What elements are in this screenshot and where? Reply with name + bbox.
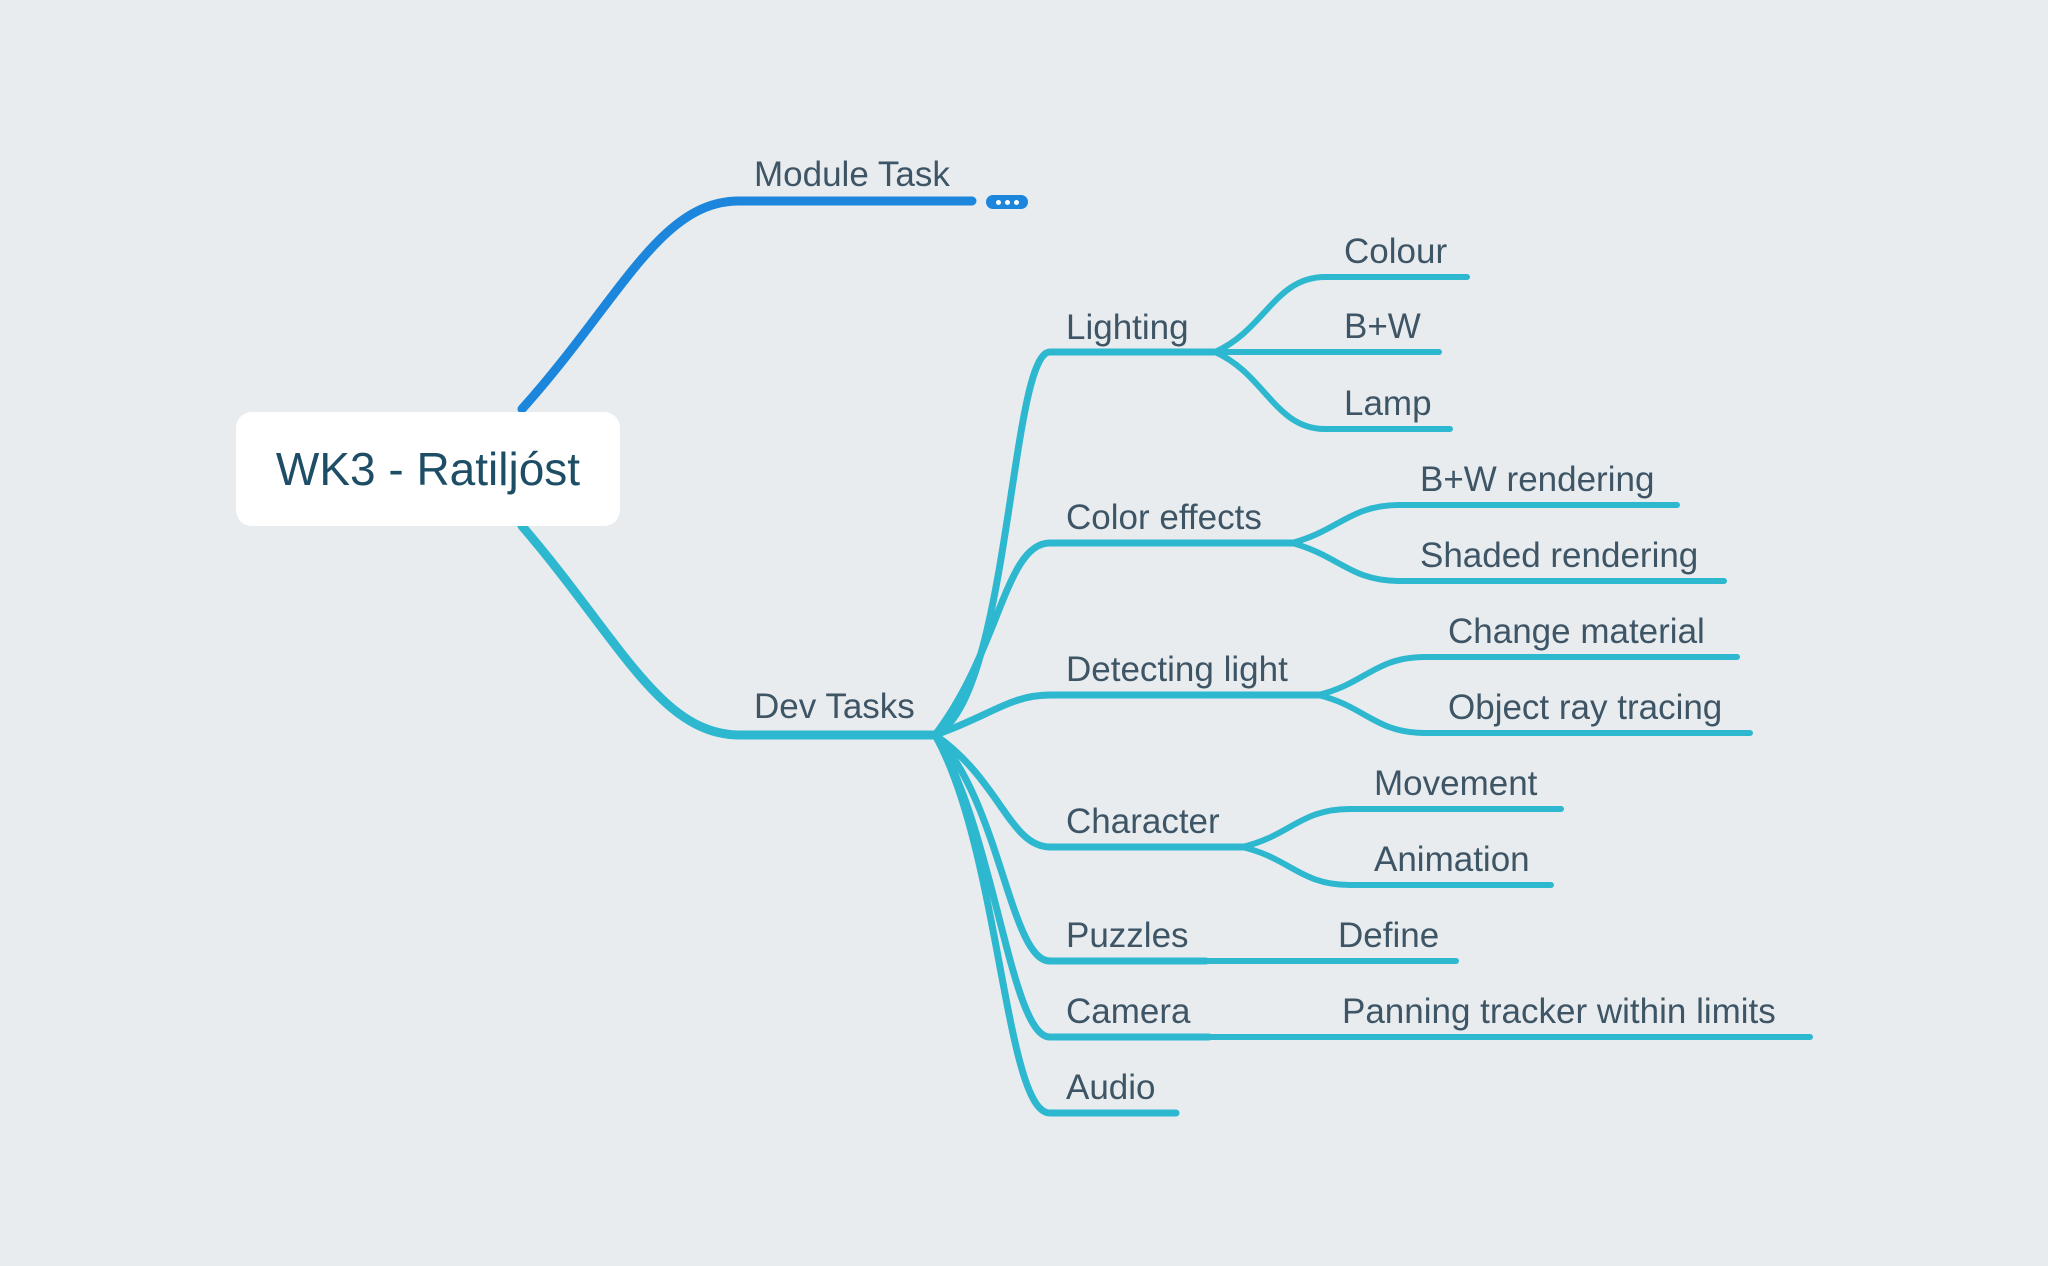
connector-colour bbox=[1212, 274, 1470, 355]
node-character[interactable]: Character bbox=[1066, 802, 1220, 841]
branch-line-dev-tasks bbox=[517, 521, 940, 740]
root-title: WK3 - Ratiljóst bbox=[275, 443, 581, 495]
more-dot bbox=[1013, 199, 1019, 205]
node-lighting[interactable]: Lighting bbox=[1066, 308, 1189, 347]
node-animation[interactable]: Animation bbox=[1374, 840, 1530, 879]
node-movement[interactable]: Movement bbox=[1374, 764, 1538, 803]
branch-line-module-task bbox=[517, 196, 977, 414]
node-audio[interactable]: Audio bbox=[1066, 1068, 1156, 1107]
more-dot bbox=[1004, 199, 1010, 205]
node-panning-tracker[interactable]: Panning tracker within limits bbox=[1342, 992, 1776, 1031]
node-colour[interactable]: Colour bbox=[1344, 232, 1448, 271]
node-camera[interactable]: Camera bbox=[1066, 992, 1191, 1031]
node-bw[interactable]: B+W bbox=[1344, 307, 1421, 346]
node-color-effects[interactable]: Color effects bbox=[1066, 498, 1262, 537]
connector-movement bbox=[1239, 806, 1564, 850]
more-icon[interactable] bbox=[986, 195, 1028, 209]
node-lamp[interactable]: Lamp bbox=[1344, 384, 1432, 423]
connector-bw-rendering bbox=[1289, 502, 1680, 546]
node-change-material[interactable]: Change material bbox=[1448, 612, 1705, 651]
node-bw-rendering[interactable]: B+W rendering bbox=[1420, 460, 1655, 499]
connector-animation bbox=[1239, 844, 1554, 888]
connector-puzzles bbox=[931, 731, 1210, 965]
node-define[interactable]: Define bbox=[1338, 916, 1440, 955]
node-object-ray-tracing[interactable]: Object ray tracing bbox=[1448, 688, 1723, 727]
connector-lamp bbox=[1212, 349, 1453, 432]
more-dot bbox=[995, 199, 1001, 205]
node-detecting-light[interactable]: Detecting light bbox=[1066, 650, 1288, 689]
connector-audio bbox=[931, 731, 1180, 1117]
connector-lighting bbox=[931, 348, 1219, 739]
node-module-task[interactable]: Module Task bbox=[754, 155, 950, 194]
connector-change-material bbox=[1315, 654, 1740, 698]
connector-object-ray-tracing bbox=[1315, 692, 1753, 736]
connector-character bbox=[931, 731, 1246, 851]
node-puzzles[interactable]: Puzzles bbox=[1066, 916, 1189, 955]
node-dev-tasks[interactable]: Dev Tasks bbox=[754, 687, 915, 726]
node-shaded-rendering[interactable]: Shaded rendering bbox=[1420, 536, 1699, 575]
connector-shaded-rendering bbox=[1289, 540, 1727, 584]
connector-color-effects bbox=[931, 539, 1296, 739]
root-node[interactable]: WK3 - Ratiljóst bbox=[236, 412, 620, 526]
connector-detecting-light bbox=[931, 691, 1322, 739]
